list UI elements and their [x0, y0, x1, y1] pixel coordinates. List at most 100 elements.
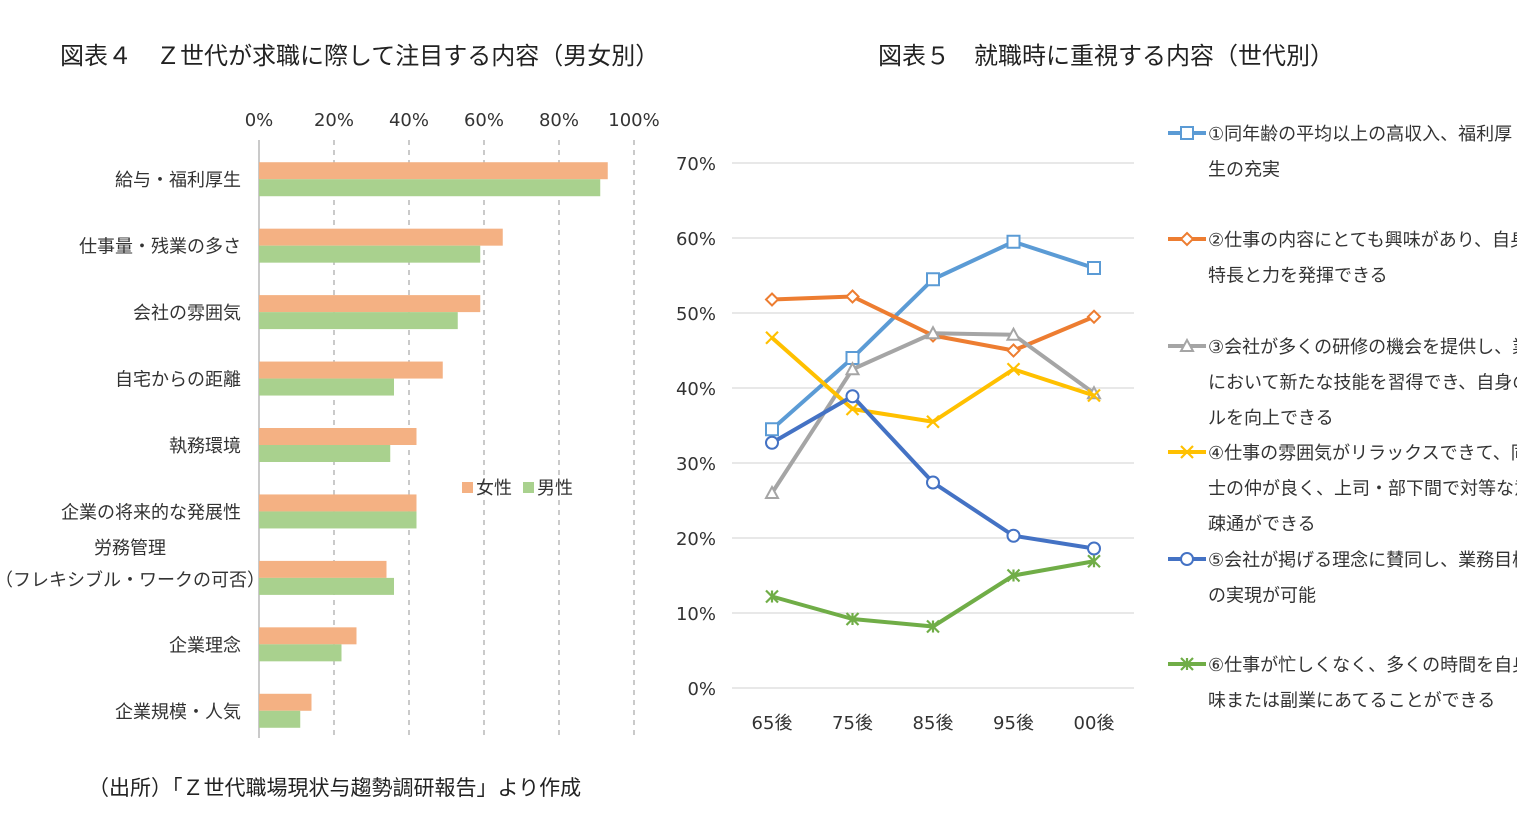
data-point-3 [925, 325, 941, 340]
x-tick-label: 20% [314, 110, 354, 131]
legend-marker [1180, 126, 1194, 140]
legend-label: 生の充実 [1208, 160, 1280, 181]
data-point-1 [1006, 234, 1021, 249]
bar-female [259, 560, 387, 578]
chart4-bar-chart: 0% 20% 40% 60% 80% 100% 給与・福利厚生仕事量・残業の多さ会社の雰囲気… [0, 110, 660, 738]
data-point-6 [845, 612, 860, 626]
legend-label: ①同年齢の平均以上の高収入、福利厚 [1208, 124, 1512, 145]
data-point-2 [845, 289, 860, 304]
y-tick-label: 70% [676, 154, 716, 175]
legend-swatch [523, 482, 534, 493]
y-tick-label: 20% [676, 529, 716, 550]
x-tick-label: 95後 [993, 713, 1034, 734]
data-point-5 [1087, 541, 1101, 556]
x-tick-label: 60% [464, 110, 504, 131]
y-tick-label: 10% [676, 604, 716, 625]
data-point-6 [765, 589, 779, 604]
x-tick-label: 100% [608, 110, 659, 131]
data-point-1 [765, 422, 779, 437]
data-point-2 [1006, 343, 1021, 358]
bar-male [259, 378, 394, 396]
legend-marker [1180, 657, 1194, 671]
data-point-5 [845, 389, 860, 404]
bar-male [259, 245, 481, 263]
series-line-4 [770, 336, 1095, 424]
category-label: 企業の将来的な発展性 [61, 502, 241, 523]
category-label: 自宅からの距離 [115, 370, 241, 391]
data-point-4 [1006, 362, 1021, 377]
bar-male [259, 312, 458, 330]
x-tick-label: 40% [389, 110, 429, 131]
legend-label: 疎通ができる [1208, 514, 1316, 535]
legend-label: 女性 [476, 478, 512, 499]
legend-marker [1179, 231, 1195, 247]
legend-label: ②仕事の内容にとても興味があり、自身の [1208, 230, 1517, 251]
bar-female [259, 627, 357, 645]
legend-swatch [462, 482, 473, 493]
bar-female [259, 228, 503, 246]
y-tick-label: 0% [687, 679, 716, 700]
y-tick-label: 30% [676, 454, 716, 475]
data-point-2 [1086, 309, 1102, 325]
category-label: 給与・福利厚生 [115, 170, 241, 191]
chart5-line-chart: 0% 10% 20% 30% 40% 50% 60% 70% 65後 75後 85後 95後 00後 ①同… [676, 124, 1517, 734]
source-note: （出所）「Ｚ世代職場現状与趨勢調研報告」より作成 [88, 776, 582, 800]
bar-female [259, 494, 417, 512]
legend-marker [1180, 445, 1194, 459]
data-point-4 [845, 402, 860, 416]
data-point-4 [1087, 388, 1101, 403]
x-tick-label: 85後 [913, 713, 954, 734]
data-point-3 [764, 484, 780, 499]
bar-male [259, 577, 394, 595]
data-point-1 [1087, 261, 1101, 275]
bar-male [259, 179, 601, 197]
data-point-5 [1006, 528, 1021, 543]
bar-male [259, 644, 342, 662]
data-point-6 [1006, 568, 1021, 583]
category-label: 企業規模・人気 [115, 702, 241, 723]
x-tick-label: 0% [245, 110, 274, 131]
category-label: （フレキシブル・ワークの可否） [0, 569, 265, 591]
category-label: 企業理念 [169, 634, 241, 656]
legend-label: 士の仲が良く、上司・部下間で対等な意思 [1208, 479, 1517, 500]
series-line-6 [771, 559, 1095, 629]
data-point-2 [764, 292, 780, 307]
legend-marker [1179, 337, 1195, 352]
data-point-6 [926, 619, 940, 634]
bar-male [259, 445, 391, 462]
bar-female [259, 361, 443, 379]
x-tick-label: 80% [539, 110, 579, 131]
y-tick-label: 40% [676, 379, 716, 400]
bar-male [259, 710, 301, 728]
category-label: 会社の雰囲気 [133, 303, 241, 324]
legend-label: 男性 [537, 478, 573, 499]
data-point-3 [1005, 326, 1022, 341]
legend-label: の実現が可能 [1208, 586, 1316, 607]
data-point-5 [926, 475, 940, 490]
legend-label: ルを向上できる [1208, 408, 1334, 429]
data-point-6 [1087, 554, 1101, 569]
x-tick-label: 75後 [832, 713, 873, 734]
bar-female [259, 428, 417, 445]
legend-label: 特長と力を発揮できる [1208, 266, 1388, 287]
legend-label: ⑤会社が掲げる理念に賛同し、業務目標 [1208, 549, 1517, 571]
bar-male [259, 511, 417, 529]
x-tick-label: 65後 [752, 713, 793, 734]
category-label: 仕事量・残業の多さ [79, 237, 241, 258]
legend-label: 味または副業にあてることができる [1208, 691, 1495, 712]
data-point-4 [926, 414, 940, 429]
chart4-title: 図表４ Ｚ世代が求職に際して注目する内容（男女別） [60, 42, 660, 70]
legend-label: ④仕事の雰囲気がリラックスできて、同僚同 [1208, 443, 1517, 464]
legend-label: において新たな技能を習得でき、自身のレベ [1208, 373, 1517, 394]
category-label: 労務管理 [94, 538, 166, 559]
y-tick-label: 60% [676, 229, 716, 250]
data-point-4 [765, 330, 779, 345]
bar-female [259, 693, 312, 711]
y-tick-label: 50% [676, 304, 716, 325]
bar-female [259, 162, 608, 180]
data-point-1 [926, 272, 940, 287]
data-point-3 [844, 361, 861, 376]
category-label: 執務環境 [169, 436, 241, 457]
bar-female [259, 295, 481, 313]
x-tick-label: 00後 [1074, 713, 1115, 734]
